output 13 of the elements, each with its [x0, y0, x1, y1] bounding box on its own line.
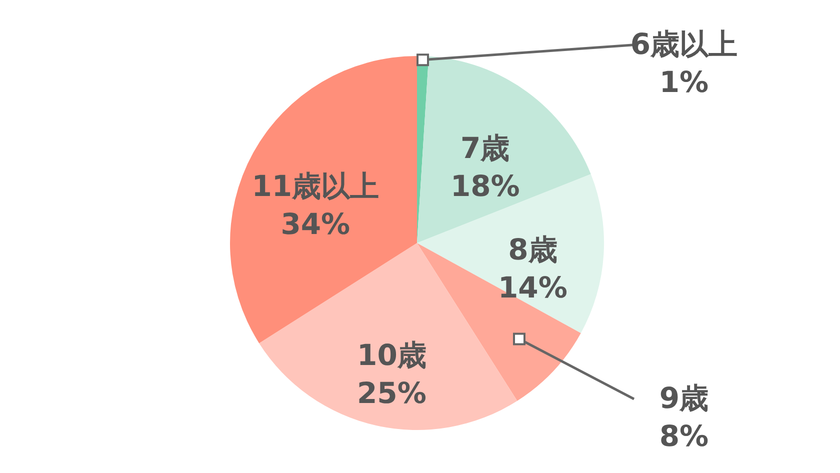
slice-label: 6歳以上 — [630, 26, 738, 61]
slice-label: 10歳 — [357, 338, 426, 372]
pie-slice — [417, 174, 604, 334]
slice-label: 8歳 — [508, 232, 558, 266]
data-label: 14% — [498, 270, 568, 304]
data-label: 8% — [659, 419, 709, 454]
data-label: 18% — [450, 169, 520, 204]
slice-label: 9歳 — [659, 381, 709, 416]
slice-label: 11歳以上 — [252, 169, 380, 204]
data-label: 25% — [357, 376, 426, 410]
slice-label: 7歳 — [460, 131, 510, 166]
data-label: 1% — [659, 64, 709, 99]
data-label: 34% — [280, 207, 350, 242]
